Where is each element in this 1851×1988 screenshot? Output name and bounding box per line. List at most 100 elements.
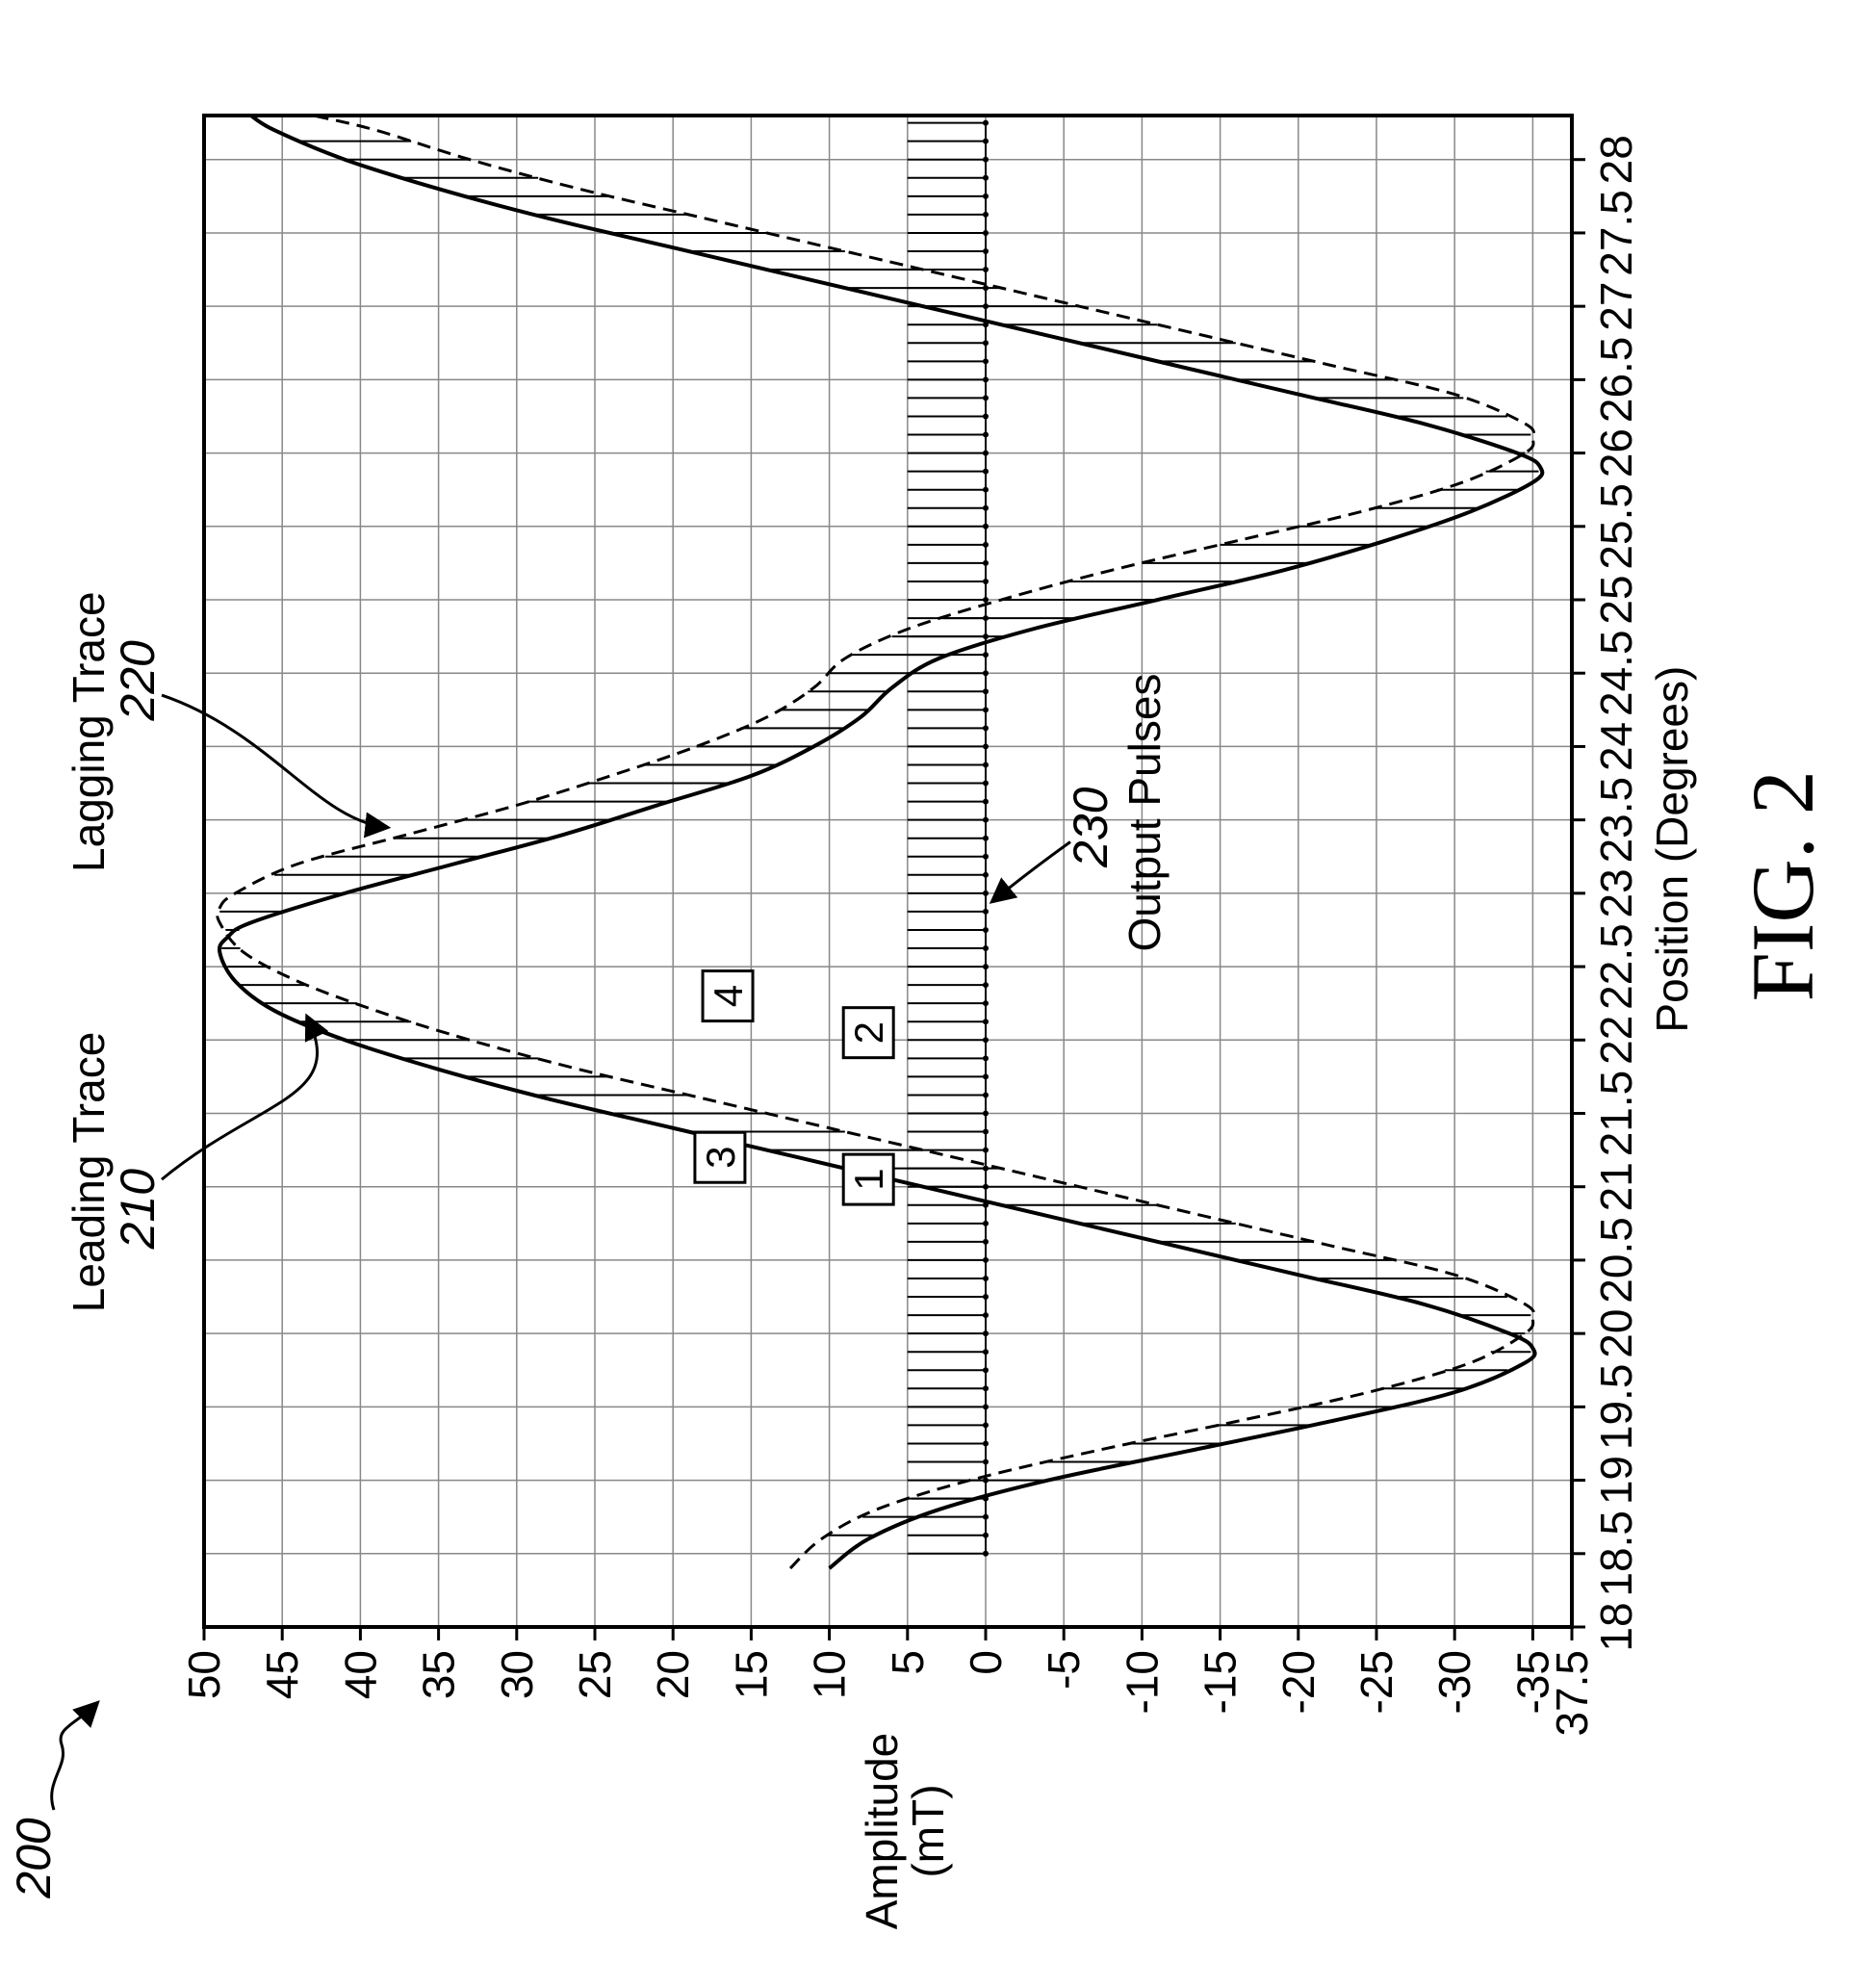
pulse-dot xyxy=(983,395,989,401)
pulse-dot xyxy=(983,1147,989,1153)
leading-trace-ref: 210 xyxy=(111,1169,165,1251)
x-tick-label: 22 xyxy=(1591,1016,1641,1065)
x-tick-label: 23.5 xyxy=(1591,777,1641,864)
leading-trace-line xyxy=(217,114,1545,1570)
y-tick-label: 5 xyxy=(883,1650,933,1675)
pulse-dot xyxy=(983,670,989,677)
x-tick-label: 22.5 xyxy=(1591,923,1641,1010)
x-tick-label: 23 xyxy=(1591,868,1641,917)
pulse-dot xyxy=(983,413,989,420)
pulse-dot xyxy=(983,1238,989,1245)
y-tick-label: 35 xyxy=(414,1650,464,1699)
pulse-dot xyxy=(983,1532,989,1538)
y-tick-label: 15 xyxy=(726,1650,776,1699)
pulse-dot xyxy=(983,945,989,952)
pulse-dot xyxy=(983,1275,989,1281)
y-tick-label: -35 xyxy=(1507,1650,1557,1714)
numbered-box xyxy=(841,1006,895,1060)
y-tick-label: -10 xyxy=(1117,1650,1167,1714)
y-axis-label: Amplitude xyxy=(857,1733,907,1930)
figure-ref-number: 200 xyxy=(7,1818,61,1899)
x-axis-label: Position (Degrees) xyxy=(1647,666,1697,1033)
pulse-dot xyxy=(983,926,989,933)
pulse-dot xyxy=(983,119,989,126)
numbered-box-label: 3 xyxy=(698,1147,743,1169)
y-tick-labels: 50 45 40 35 30 25 20 15 10 5 0 -5 -10 -15 -20 -25 -30 -35… xyxy=(179,1650,1597,1737)
pulse-dot xyxy=(983,1404,989,1410)
pulse-dot xyxy=(983,229,989,236)
pulse-dot xyxy=(983,541,989,548)
x-tick-label: 28 xyxy=(1591,135,1641,184)
pulse-dot xyxy=(983,247,989,254)
pulse-dot xyxy=(983,1000,989,1007)
x-tick-label: 27.5 xyxy=(1591,190,1641,276)
pulse-dot xyxy=(983,340,989,347)
pulse-dot xyxy=(983,174,989,181)
pulse-dot xyxy=(983,504,989,511)
pulse-dot xyxy=(983,688,989,695)
output-pulses-leader-arrow xyxy=(989,840,1071,904)
pulse-dot xyxy=(983,358,989,365)
pulse-dot xyxy=(983,431,989,438)
lagging-trace-ref: 220 xyxy=(111,640,165,722)
y-tick-label: -30 xyxy=(1429,1650,1479,1714)
pulse-dot xyxy=(983,1550,989,1557)
numbered-box-label: 1 xyxy=(846,1168,891,1190)
numbered-box xyxy=(701,969,755,1023)
pulse-dot xyxy=(983,1019,989,1025)
y-tick-label: 37.5 xyxy=(1547,1650,1597,1737)
pulse-dot xyxy=(983,871,989,878)
y-tick-label: -5 xyxy=(1039,1650,1089,1690)
y-tick-label: 30 xyxy=(492,1650,542,1699)
pulse-dot xyxy=(983,156,989,163)
pulse-dot xyxy=(983,193,989,199)
numbered-box xyxy=(841,1152,895,1206)
numbered-box-label: 2 xyxy=(846,1021,891,1044)
pulse-dot xyxy=(983,578,989,584)
pulse-dot xyxy=(983,1422,989,1429)
pulse-dot xyxy=(983,1092,989,1098)
pulse-dot xyxy=(983,853,989,860)
pulse-dot xyxy=(983,1367,989,1374)
pulse-dot xyxy=(983,267,989,273)
pulse-dot xyxy=(983,1294,989,1301)
y-tick-label: -15 xyxy=(1195,1650,1246,1714)
pulse-dot xyxy=(983,1513,989,1520)
numbered-box-label: 4 xyxy=(706,985,751,1007)
y-tick-label: 20 xyxy=(648,1650,698,1699)
output-pulses xyxy=(907,119,989,1557)
x-tick-label: 24 xyxy=(1591,722,1641,771)
pulse-dot xyxy=(983,908,989,915)
pulse-dot xyxy=(983,964,989,970)
pulse-dot xyxy=(983,559,989,566)
x-tick-label: 20.5 xyxy=(1591,1217,1641,1304)
pulse-dot xyxy=(983,1037,989,1044)
pulse-dot xyxy=(983,376,989,383)
pulse-dot xyxy=(983,1385,989,1392)
pulse-dot xyxy=(983,707,989,713)
lagging-trace-leader-arrow xyxy=(161,693,392,839)
pulse-dot xyxy=(983,1128,989,1135)
chart-rotated-frame: 1818.51919.52020.52121.52222.52323.52424… xyxy=(64,114,1832,1930)
lagging-trace-label: Lagging Trace xyxy=(64,591,114,872)
pulse-dot xyxy=(983,780,989,787)
pulse-dot xyxy=(983,725,989,732)
figure-ref-200: 200 xyxy=(7,1700,100,1899)
pulse-dot xyxy=(983,762,989,768)
pulse-dot xyxy=(983,743,989,750)
pulse-dot xyxy=(983,652,989,658)
pulse-dot xyxy=(983,1459,989,1465)
pulse-dot xyxy=(983,1073,989,1080)
x-tick-label: 21 xyxy=(1591,1162,1641,1211)
x-tick-label: 19.5 xyxy=(1591,1364,1641,1451)
figure-ref-arrow xyxy=(50,1700,100,1811)
pulse-dot xyxy=(983,1330,989,1337)
y-tick-label: 50 xyxy=(179,1650,229,1699)
pulse-dot xyxy=(983,835,989,841)
numbered-box xyxy=(693,1130,747,1184)
leading-trace-label: Leading Trace xyxy=(64,1032,114,1313)
output-pulses-label: Output Pulses xyxy=(1119,674,1170,952)
pulse-dot xyxy=(983,1055,989,1062)
y-axis-unit-label: (mT) xyxy=(903,1784,953,1877)
